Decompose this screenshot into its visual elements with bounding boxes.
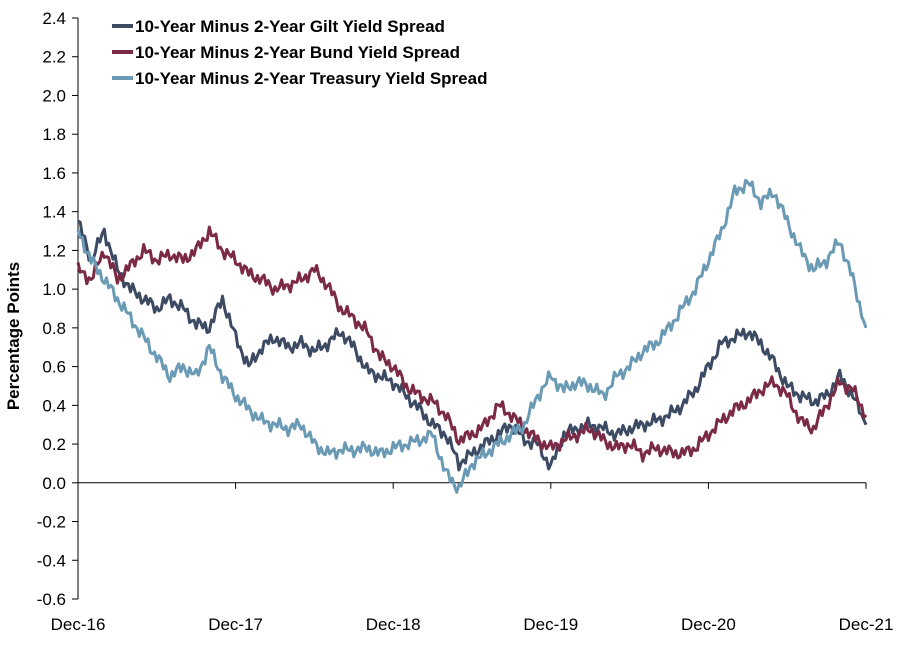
y-tick-label: -0.6 [37, 590, 66, 609]
y-tick-label: 2.0 [42, 86, 66, 105]
y-tick-label: 0.0 [42, 474, 66, 493]
y-tick-label: 0.6 [42, 358, 66, 377]
y-tick-label: 1.6 [42, 164, 66, 183]
x-axis: Dec-16 Dec-17 Dec-18 Dec-19 Dec-20 Dec-21 [51, 482, 894, 634]
y-tick-label: 2.2 [42, 48, 66, 67]
x-tick-label: Dec-20 [681, 615, 736, 634]
y-tick-label: 1.0 [42, 280, 66, 299]
series-line-2 [76, 225, 868, 463]
x-tick-label: Dec-21 [839, 615, 894, 634]
legend-label: 10-Year Minus 2-Year Gilt Yield Spread [135, 17, 445, 36]
legend-label: 10-Year Minus 2-Year Treasury Yield Spre… [135, 69, 487, 88]
y-tick-label: 0.4 [42, 396, 66, 415]
series-line-3 [76, 178, 868, 494]
y-tick-label: 0.8 [42, 319, 66, 338]
x-tick-label: Dec-18 [366, 615, 421, 634]
y-axis-title: Percentage Points [4, 262, 23, 410]
legend-label: 10-Year Minus 2-Year Bund Yield Spread [135, 43, 460, 62]
y-axis: -0.6 -0.4 -0.2 0.0 0.2 0.4 0.6 0.8 1.0 1.2 1.4 1.6 1… [37, 9, 79, 609]
y-tick-label: 2.4 [42, 9, 66, 28]
y-tick-label: -0.4 [37, 551, 66, 570]
x-tick-label: Dec-16 [51, 615, 106, 634]
y-tick-label: 1.2 [42, 241, 66, 260]
y-tick-label: 1.8 [42, 125, 66, 144]
series-line-1 [77, 219, 868, 472]
legend: 10-Year Minus 2-Year Gilt Yield Spread 10… [112, 17, 487, 88]
y-tick-label: -0.2 [37, 513, 66, 532]
x-tick-label: Dec-19 [523, 615, 578, 634]
y-tick-label: 1.4 [42, 203, 66, 222]
y-tick-label: 0.2 [42, 435, 66, 454]
x-tick-label: Dec-17 [208, 615, 263, 634]
series-lines [76, 178, 868, 494]
